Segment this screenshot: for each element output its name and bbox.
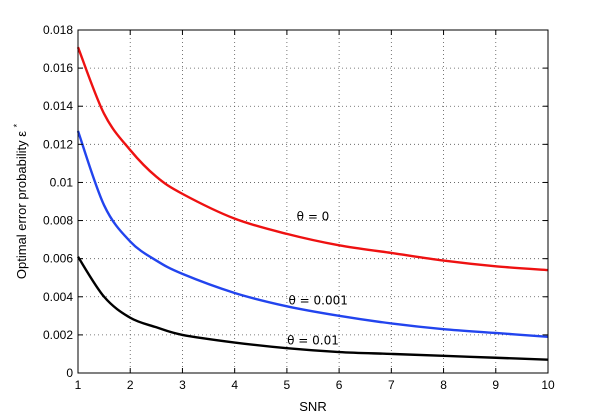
x-tick-label: 6: [336, 378, 343, 392]
y-tick-label: 0.018: [43, 23, 73, 37]
y-tick-label: 0.004: [43, 290, 73, 304]
x-axis-label: SNR: [299, 399, 326, 414]
x-tick-label: 8: [440, 378, 447, 392]
y-tick-label: 0.008: [43, 214, 73, 228]
y-tick-label: 0.006: [43, 252, 73, 266]
annotations: θ = 0 θ = 0.001 θ = 0.01: [287, 210, 348, 348]
x-tick-label: 7: [388, 378, 395, 392]
y-tick-label: 0.014: [43, 99, 73, 113]
axis-ticks: [77, 29, 549, 374]
y-tick-label: 0: [66, 366, 73, 380]
x-tick-label: 5: [284, 378, 291, 392]
series-line-2: [76, 130, 549, 338]
tick-labels: 1 2 3 4 5 6 7 8 9 10 0 0.002 0.004 0.006 0.008 0.01 0.01…: [43, 23, 555, 392]
x-tick-label: 10: [541, 378, 555, 392]
grid-lines: [78, 30, 548, 373]
series-line-3: [76, 256, 549, 361]
annotation-label: θ = 0: [297, 210, 330, 224]
y-tick-label: 0.01: [50, 175, 74, 189]
y-tick-label: 0.012: [43, 137, 73, 151]
annotation-label: θ = 0.001: [289, 293, 348, 307]
y-axis-label: Optimal error probability ε *: [12, 123, 29, 279]
y-tick-label: 0.002: [43, 328, 73, 342]
x-tick-label: 4: [231, 378, 238, 392]
x-tick-label: 2: [127, 378, 134, 392]
y-axis-label-superscript: *: [12, 123, 22, 127]
x-tick-label: 3: [179, 378, 186, 392]
x-tick-label: 1: [75, 378, 82, 392]
plot-frame: [77, 29, 549, 374]
x-tick-label: 9: [492, 378, 499, 392]
series-line-1: [76, 46, 549, 272]
series-lines: [76, 46, 549, 361]
y-axis-label-main: Optimal error probability ε: [14, 131, 29, 279]
y-tick-label: 0.016: [43, 61, 73, 75]
annotation-label: θ = 0.01: [287, 333, 339, 347]
